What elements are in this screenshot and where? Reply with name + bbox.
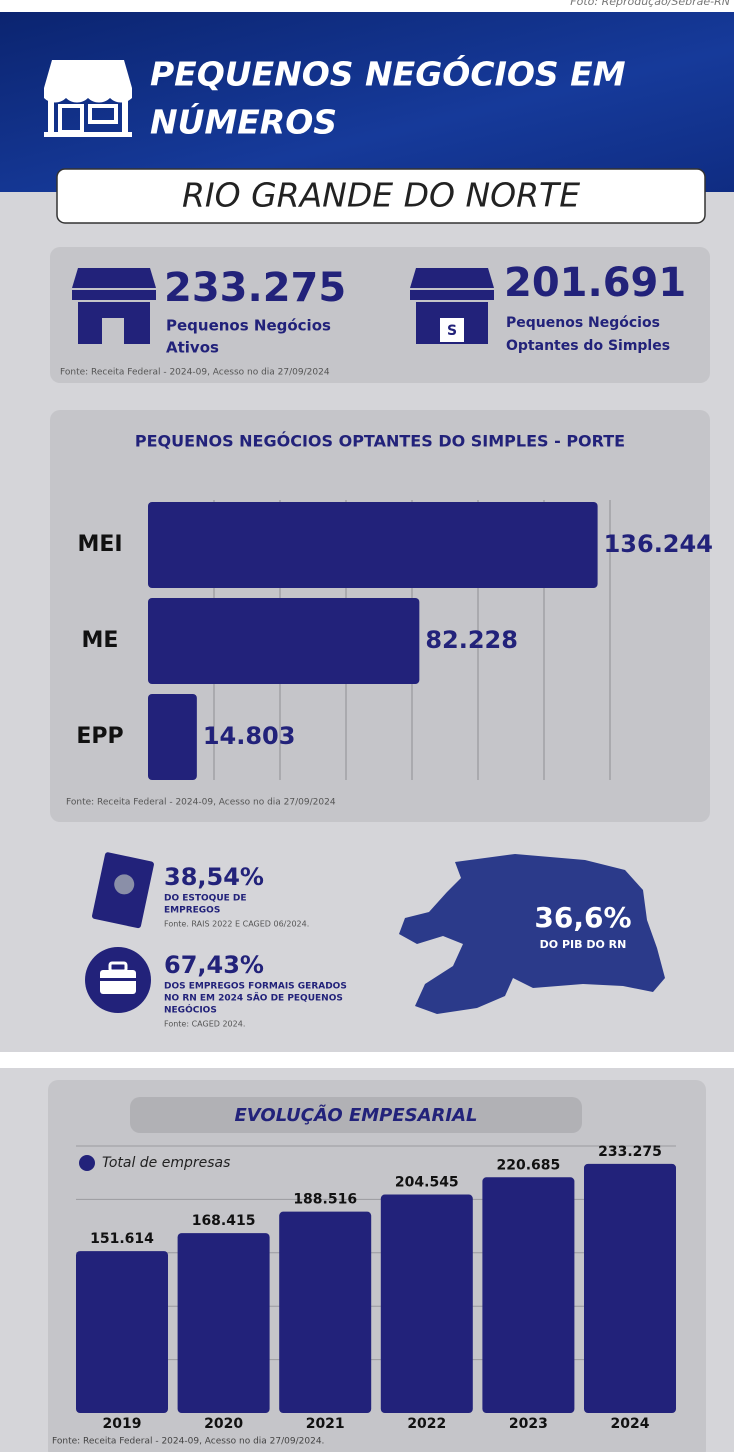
employment-text: DO ESTOQUE DE [164,894,247,904]
state-name: RIO GRANDE DO NORTE [182,176,580,215]
store-icon [44,60,132,137]
bar [279,1211,372,1413]
card-label: Ativos [166,339,219,357]
header [0,12,734,192]
card-number: 233.275 [164,265,346,311]
card-number: 201.691 [504,260,686,306]
x-tick-label: 2022 [407,1416,446,1432]
value-label: 168.415 [192,1213,256,1229]
icon-letter: S [447,323,457,339]
bar [482,1177,575,1413]
card-icon [72,268,494,344]
value-label: 151.614 [90,1231,154,1247]
x-tick-label: 2024 [611,1416,650,1432]
bar [584,1163,676,1413]
source: Fonte: Receita Federal - 2024-09, Acesso… [52,1437,324,1447]
card-label: Optantes do Simples [506,338,670,354]
gap [0,1052,734,1068]
category-label: EPP [76,724,123,749]
category-label: ME [82,628,119,653]
top-strip [0,0,734,12]
bar [177,1233,270,1413]
source: Fonte: CAGED 2024. [164,1020,245,1029]
bar [148,598,420,684]
bar [76,1251,168,1413]
chart-title-pill [130,1097,582,1133]
photo-credit: Foto: Reprodução/Sebrae-RN [570,0,730,8]
rn-map [399,854,665,1014]
value-label: 220.685 [497,1157,561,1173]
passport-icon [92,852,154,929]
value-label: 204.545 [395,1175,459,1191]
bar [380,1194,473,1413]
legend-label: Total de empresas [102,1155,230,1171]
employment-text: DOS EMPREGOS FORMAIS GERADOS [164,982,347,992]
hbar-chart: MEI 136.244 ME 82.228 EPP 14.803 [76,500,713,780]
x-tick-label: 2020 [204,1416,243,1432]
bar [148,694,197,780]
value-label: 82.228 [425,626,518,654]
legend-marker [79,1155,95,1171]
x-tick-label: 2019 [103,1416,142,1432]
employment-text: NEGÓCIOS [164,1004,217,1016]
source: Fonte: Receita Federal - 2024-09, Acesso… [60,368,330,378]
chart-title: PEQUENOS NEGÓCIOS OPTANTES DO SIMPLES - … [135,432,625,451]
x-tick-label: 2023 [509,1416,548,1432]
value-label: 136.244 [604,530,713,558]
pib-label: DO PIB DO RN [540,938,627,951]
bar [148,502,598,588]
x-tick-label: 2021 [306,1416,345,1432]
cards-panel [50,247,710,383]
employment-text: EMPREGOS [164,906,220,916]
card-label: Pequenos Negócios [506,315,660,331]
state-box [56,168,706,224]
title-line: PEQUENOS NEGÓCIOS EM [150,54,626,94]
source: Fonte. RAIS 2022 E CAGED 06/2024. [164,920,309,929]
employment-number: 67,43% [164,951,264,979]
card-label: Pequenos Negócios [166,317,331,335]
value-label: 188.516 [293,1192,357,1208]
employment-text: NO RN EM 2024 SÃO DE PEQUENOS [164,993,343,1004]
value-label: 233.275 [598,1144,662,1160]
title-line: NÚMEROS [150,102,337,142]
category-label: MEI [77,532,122,557]
source: Fonte: Receita Federal - 2024-09, Acesso… [66,798,336,808]
employment-number: 38,54% [164,863,264,891]
value-label: 14.803 [203,722,296,750]
pib-number: 36,6% [534,901,631,934]
chart-title: EVOLUÇÃO EMPESARIAL [234,1103,477,1126]
briefcase-icon [85,947,151,1013]
vbar-chart: Total de empresas 151.614 168.415 188.516 20… [76,1144,676,1432]
